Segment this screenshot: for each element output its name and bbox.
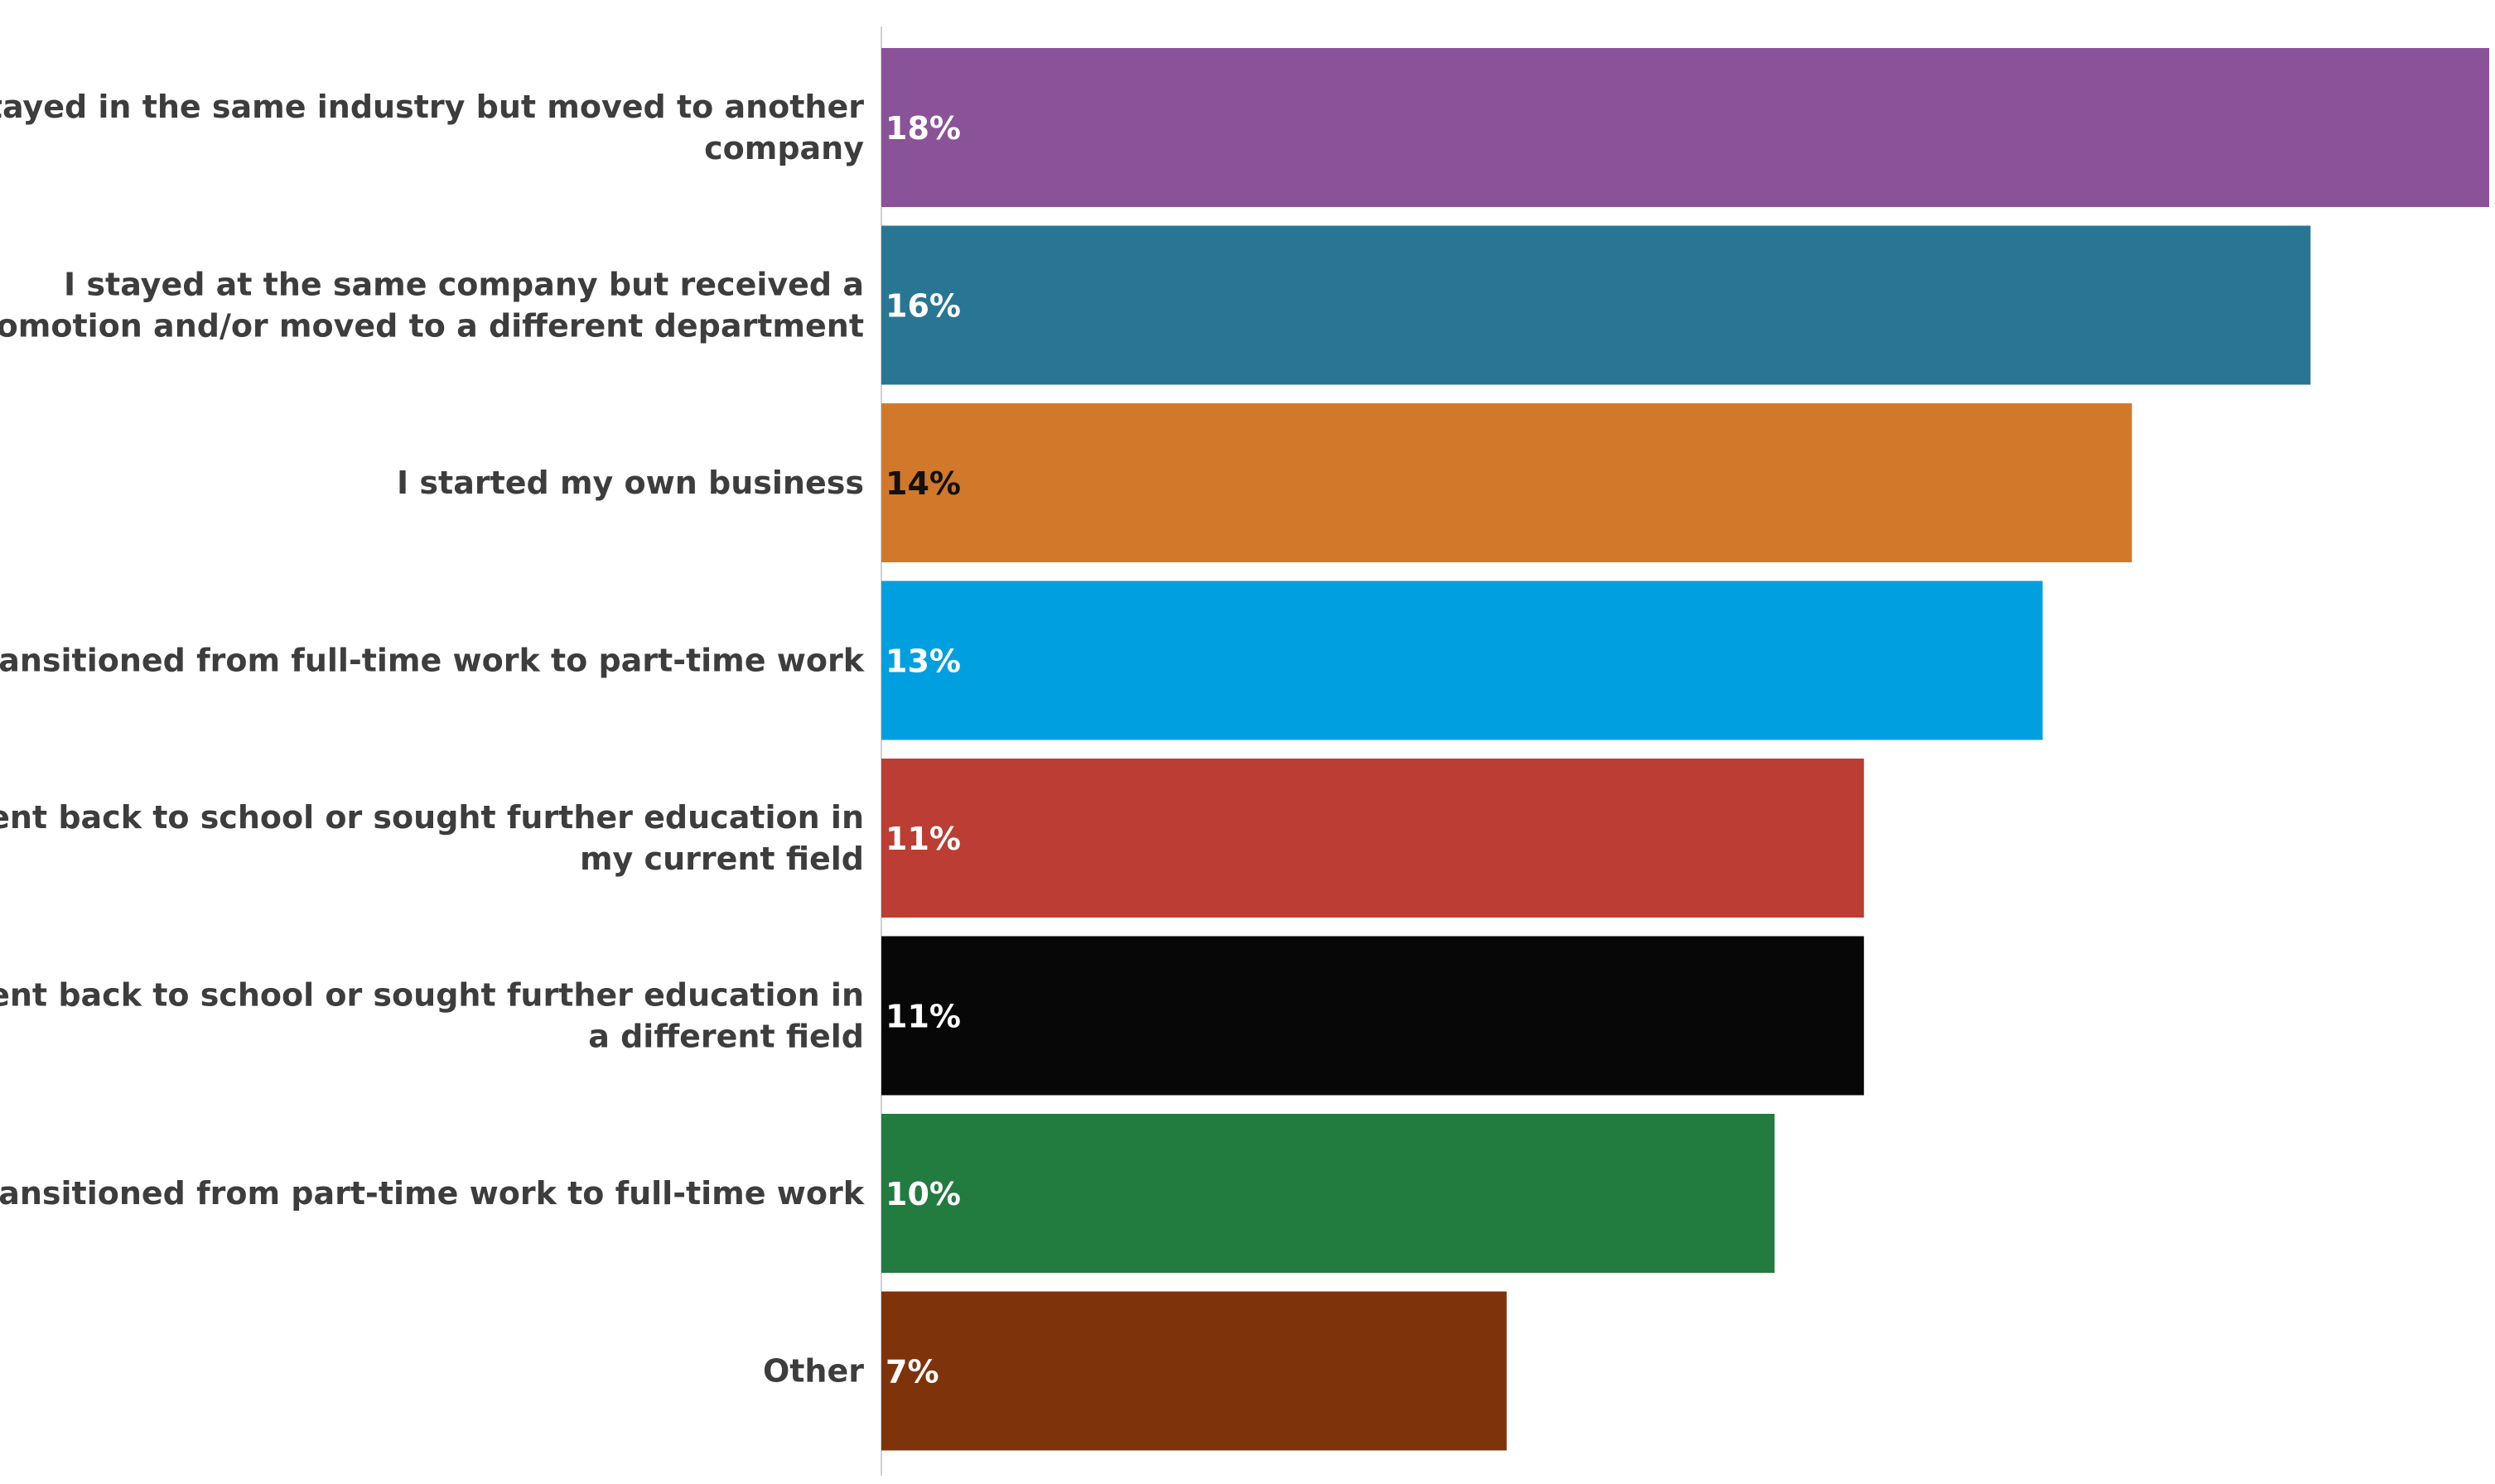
- bar-1: [881, 48, 2489, 207]
- bar-7: [881, 1114, 1775, 1273]
- bar-5: [881, 759, 1865, 918]
- bar-8: [881, 1291, 1507, 1451]
- value-labels-group: 18% 16% 14% 13% 11% 11% 10% 7%: [886, 110, 961, 1390]
- bar-3: [881, 403, 2132, 562]
- value-label-6: 11%: [886, 999, 961, 1035]
- category-labels-group: I stayed in the same industry but moved …: [0, 89, 865, 1390]
- category-label-6-line-1: I went back to school or sought further …: [0, 977, 864, 1014]
- bars-group: [881, 48, 2489, 1451]
- category-label-1-line-1: I stayed in the same industry but moved …: [0, 89, 864, 125]
- category-label-5-line-1: I went back to school or sought further …: [0, 799, 864, 836]
- category-label-8-line-1: Other: [763, 1353, 864, 1390]
- category-label-1-line-2: company: [704, 130, 864, 166]
- value-label-2: 16%: [886, 288, 961, 325]
- value-label-5: 11%: [886, 821, 961, 857]
- category-label-6-line-2: a different field: [588, 1019, 864, 1055]
- category-label-4-line-1: I transitioned from full-time work to pa…: [0, 643, 865, 679]
- value-label-4: 13%: [886, 643, 961, 680]
- bar-6: [881, 936, 1865, 1096]
- value-label-8: 7%: [886, 1354, 939, 1390]
- category-label-2-line-2: promotion and/or moved to a different de…: [0, 308, 864, 344]
- value-label-3: 14%: [886, 465, 961, 502]
- value-label-1: 18%: [886, 110, 961, 147]
- category-label-2-line-1: I stayed at the same company but receive…: [64, 267, 864, 303]
- category-label-7-line-1: I transitioned from part-time work to fu…: [0, 1175, 865, 1212]
- category-label-3-line-1: I started my own business: [397, 465, 864, 501]
- bar-2: [881, 225, 2311, 385]
- bar-4: [881, 581, 2043, 740]
- category-label-5-line-2: my current field: [580, 841, 864, 877]
- value-label-7: 10%: [886, 1176, 961, 1212]
